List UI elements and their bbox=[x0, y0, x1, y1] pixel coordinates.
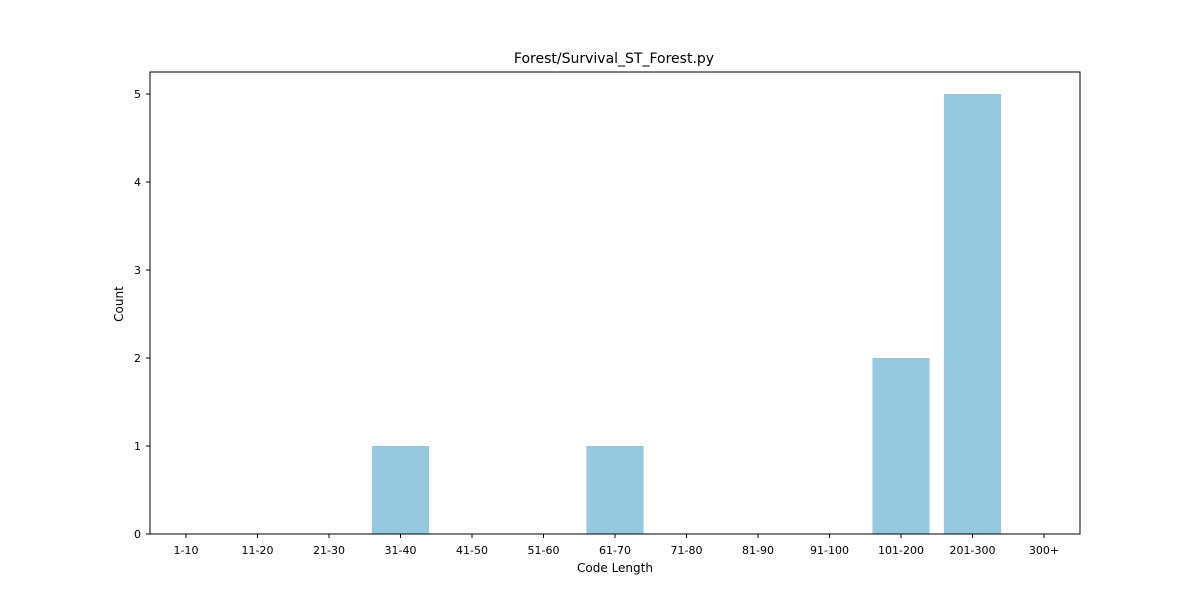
y-axis-label: Count bbox=[112, 286, 126, 322]
bar-31-40 bbox=[371, 446, 430, 534]
y-tick-label: 0 bbox=[134, 528, 141, 541]
bars-layer bbox=[371, 94, 1002, 534]
x-axis: 1-10 11-20 21-30 31-40 41-50 51-60 61-70 71-80 8… bbox=[174, 534, 1059, 557]
x-tick-label: 61-70 bbox=[599, 544, 631, 557]
x-tick-label: 71-80 bbox=[671, 544, 703, 557]
x-tick-label: 51-60 bbox=[528, 544, 560, 557]
y-tick-label: 3 bbox=[134, 264, 141, 277]
y-axis: 0 1 2 3 4 5 bbox=[134, 88, 150, 541]
x-tick-label: 81-90 bbox=[742, 544, 774, 557]
x-tick-label: 21-30 bbox=[313, 544, 345, 557]
x-tick-label: 11-20 bbox=[242, 544, 274, 557]
x-tick-label: 201-300 bbox=[950, 544, 996, 557]
y-tick-label: 4 bbox=[134, 176, 141, 189]
x-tick-label: 31-40 bbox=[385, 544, 417, 557]
x-tick-label: 41-50 bbox=[456, 544, 488, 557]
x-axis-label: Code Length bbox=[577, 561, 653, 575]
x-tick-label: 300+ bbox=[1029, 544, 1059, 557]
y-tick-label: 5 bbox=[134, 88, 141, 101]
bar-101-200 bbox=[872, 358, 930, 534]
y-tick-label: 2 bbox=[134, 352, 141, 365]
y-tick-label: 1 bbox=[134, 440, 141, 453]
x-tick-label: 91-100 bbox=[810, 544, 849, 557]
x-tick-label: 101-200 bbox=[878, 544, 924, 557]
bar-61-70 bbox=[586, 446, 644, 534]
bar-201-300 bbox=[943, 94, 1002, 534]
x-tick-label: 1-10 bbox=[174, 544, 199, 557]
chart-title: Forest/Survival_ST_Forest.py bbox=[514, 51, 714, 67]
